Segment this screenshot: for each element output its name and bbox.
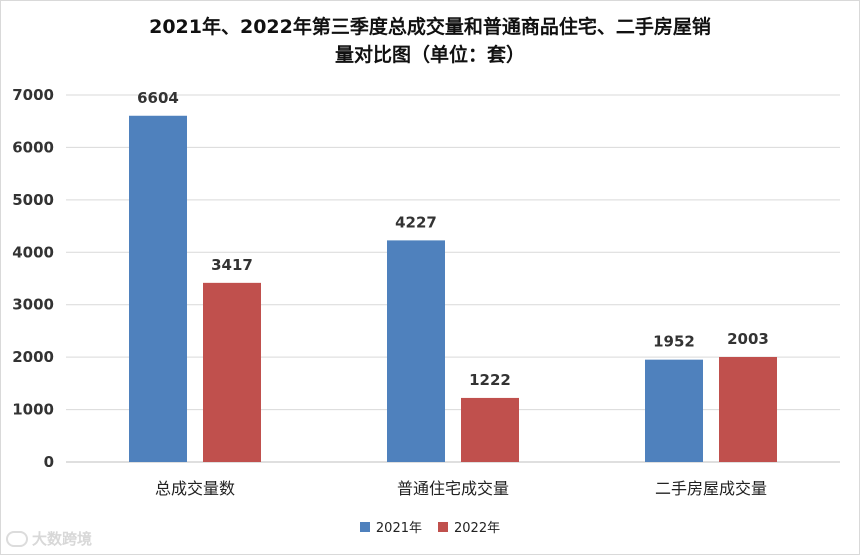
y-tick-label: 3000: [12, 296, 54, 314]
data-label: 1222: [469, 371, 511, 389]
chart-title-line-2: 量对比图（单位：套）: [334, 44, 525, 66]
y-tick-label: 7000: [12, 86, 54, 104]
legend-item-2021: 2021年: [359, 517, 422, 536]
bar: [129, 115, 187, 462]
bar: [719, 356, 777, 462]
y-tick-label: 5000: [12, 191, 54, 209]
data-label: 4227: [395, 213, 437, 231]
bar: [203, 282, 261, 462]
y-tick-label: 4000: [12, 243, 54, 261]
watermark-text: 大数跨境: [32, 530, 93, 548]
legend-label-2021: 2021年: [375, 521, 422, 536]
data-label: 6604: [137, 89, 179, 107]
watermark: 大数跨境: [6, 528, 92, 549]
legend-item-2022: 2022年: [438, 517, 500, 536]
legend-swatch-2021: [359, 521, 370, 532]
legend-label-2022: 2022年: [454, 521, 501, 536]
data-label: 1952: [653, 333, 695, 351]
y-tick-label: 0: [44, 453, 54, 471]
bar: [645, 359, 703, 462]
y-tick-label: 2000: [12, 348, 54, 366]
bar: [461, 397, 519, 462]
data-label: 2003: [727, 330, 769, 348]
y-tick-label: 6000: [12, 138, 54, 156]
watermark-logo-icon: [6, 530, 28, 547]
legend: 2021年 2022年: [0, 517, 860, 536]
chart-title-line-1: 2021年、2022年第三季度总成交量和普通商品住宅、二手房屋销: [149, 16, 711, 38]
x-category-label: 普通住宅成交量: [397, 479, 509, 498]
bar: [387, 240, 445, 462]
data-label: 3417: [211, 256, 253, 274]
y-tick-label: 1000: [12, 401, 54, 419]
x-category-label: 二手房屋成交量: [655, 479, 767, 498]
x-category-label: 总成交量数: [155, 479, 235, 498]
legend-swatch-2022: [438, 521, 448, 532]
